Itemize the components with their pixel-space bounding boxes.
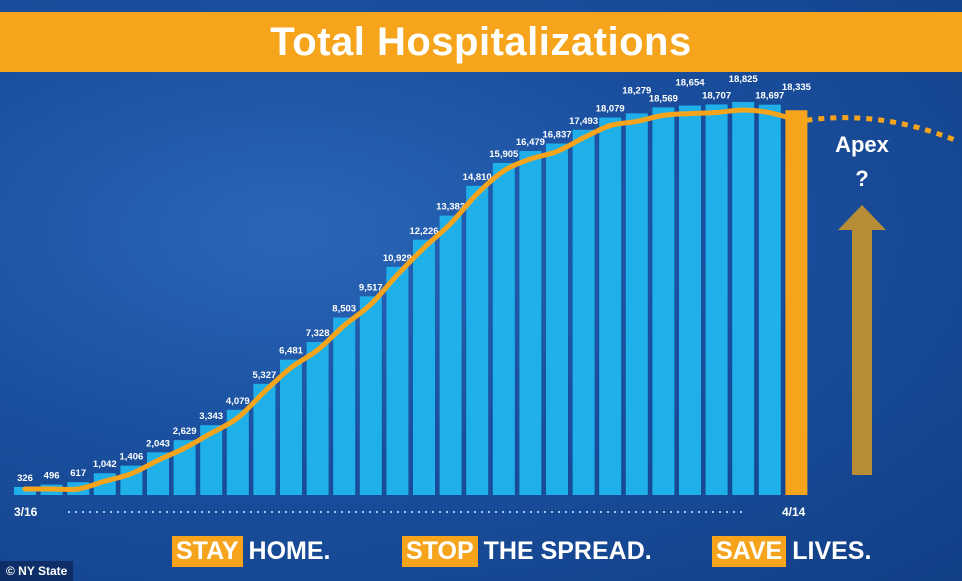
bar-value-label: 9,517 bbox=[359, 282, 383, 293]
bar bbox=[173, 440, 196, 495]
bar-value-label: 18,279 bbox=[622, 85, 651, 96]
bar bbox=[280, 359, 302, 495]
x-start-label: 3/16 bbox=[14, 505, 38, 519]
bar bbox=[652, 107, 675, 495]
bar-value-label: 17,493 bbox=[569, 116, 598, 127]
bar-value-label: 496 bbox=[44, 471, 60, 482]
slogan-highlight: STAY bbox=[172, 536, 243, 567]
bar bbox=[705, 104, 728, 495]
slogan-stay-home: STAY HOME. bbox=[172, 536, 330, 567]
bar bbox=[439, 215, 462, 496]
bar bbox=[226, 409, 249, 495]
bar-value-label: 10,929 bbox=[383, 253, 412, 264]
bar-value-label: 18,825 bbox=[729, 74, 759, 85]
bar-value-label: 5,327 bbox=[253, 370, 277, 381]
bar-value-label: 4,079 bbox=[226, 396, 250, 407]
bar-value-label: 8,503 bbox=[332, 303, 356, 314]
slogan-highlight: STOP bbox=[402, 536, 478, 567]
bar bbox=[359, 296, 382, 495]
bar bbox=[519, 150, 542, 495]
bar-value-label: 1,406 bbox=[120, 452, 144, 463]
bar bbox=[625, 113, 648, 496]
bar-value-label: 326 bbox=[17, 473, 33, 484]
x-end-label: 4/14 bbox=[782, 505, 806, 519]
bar-value-label: 14,810 bbox=[463, 172, 492, 183]
bar-value-label: 15,905 bbox=[489, 149, 519, 160]
trend-line bbox=[22, 107, 799, 493]
slogan-rest: THE SPREAD. bbox=[483, 537, 652, 565]
bar bbox=[599, 117, 622, 496]
apex-question: ? bbox=[855, 166, 869, 191]
bar-value-label: 18,079 bbox=[596, 104, 625, 115]
bar bbox=[572, 129, 595, 495]
bar bbox=[466, 185, 489, 495]
slogans: STAY HOME. STOP THE SPREAD. SAVE LIVES. bbox=[0, 536, 962, 568]
bar bbox=[785, 110, 808, 495]
bar bbox=[732, 102, 755, 495]
bar bbox=[492, 162, 515, 496]
apex-label: Apex bbox=[835, 132, 889, 157]
bar-value-label: 7,328 bbox=[306, 328, 330, 339]
bar bbox=[413, 239, 435, 495]
slogan-rest: HOME. bbox=[248, 537, 331, 565]
bar-value-label: 12,226 bbox=[409, 226, 438, 237]
bar bbox=[679, 105, 701, 495]
bar-value-label: 3,343 bbox=[199, 411, 223, 422]
bar-value-label: 2,629 bbox=[173, 426, 197, 437]
bar-value-label: 18,707 bbox=[702, 90, 731, 101]
bar bbox=[253, 383, 276, 495]
bar-value-label: 2,043 bbox=[146, 438, 170, 449]
title-banner: Total Hospitalizations bbox=[0, 12, 962, 72]
slogan-stop-spread: STOP THE SPREAD. bbox=[402, 536, 652, 567]
bar bbox=[306, 342, 329, 495]
projected-trend-line bbox=[806, 115, 956, 143]
bar-value-label: 1,042 bbox=[93, 459, 117, 470]
bar-value-label: 18,697 bbox=[755, 91, 784, 102]
bar-value-label: 16,479 bbox=[516, 137, 545, 148]
bar bbox=[200, 425, 223, 495]
bar-value-label: 18,335 bbox=[782, 82, 812, 93]
bar-value-label: 18,654 bbox=[675, 78, 705, 89]
bar bbox=[546, 143, 568, 495]
bar-value-label: 617 bbox=[70, 468, 86, 479]
bar-value-label: 18,569 bbox=[649, 93, 678, 104]
slogan-save-lives: SAVE LIVES. bbox=[712, 536, 871, 567]
bar-value-label: 13,383 bbox=[436, 202, 465, 213]
bar-value-label: 6,481 bbox=[279, 346, 303, 357]
bar bbox=[758, 104, 781, 496]
bar bbox=[386, 266, 409, 495]
bar-value-label: 16,837 bbox=[542, 130, 571, 141]
apex-annotation: Apex ? bbox=[826, 128, 898, 196]
up-arrow-icon bbox=[838, 205, 886, 475]
bar bbox=[333, 317, 356, 495]
slogan-rest: LIVES. bbox=[792, 537, 872, 565]
credit: © NY State bbox=[0, 561, 74, 581]
chart-title: Total Hospitalizations bbox=[270, 19, 692, 64]
slogan-highlight: SAVE bbox=[712, 536, 787, 567]
